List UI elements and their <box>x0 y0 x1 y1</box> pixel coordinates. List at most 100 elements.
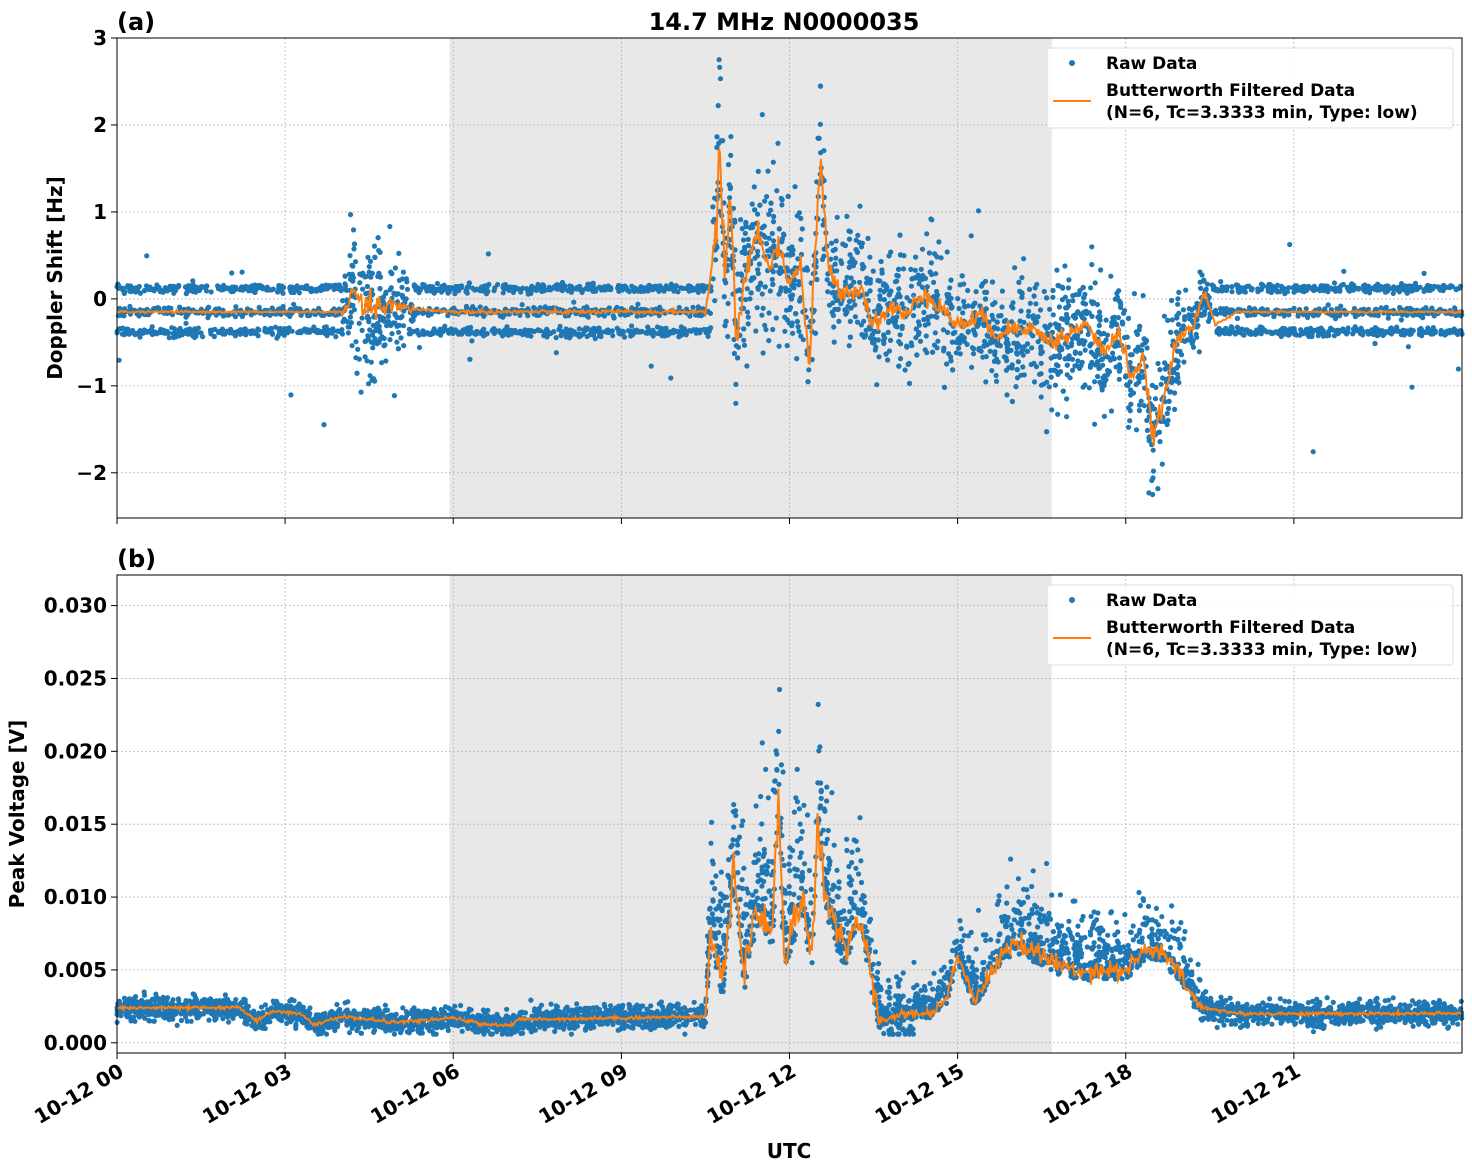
raw-point <box>592 336 598 342</box>
raw-point <box>1429 305 1435 311</box>
raw-point <box>463 303 470 310</box>
raw-point <box>1012 265 1018 271</box>
raw-point <box>1146 435 1152 441</box>
raw-point <box>381 318 387 324</box>
raw-point <box>900 266 907 272</box>
raw-point <box>1412 280 1419 286</box>
raw-point <box>710 204 716 210</box>
raw-point <box>1144 417 1150 423</box>
y-tick-label: 3 <box>93 26 107 50</box>
y-tick-label: 0.030 <box>44 594 107 618</box>
raw-point <box>956 335 963 341</box>
raw-point <box>281 284 287 291</box>
raw-point <box>1050 287 1056 294</box>
raw-point <box>992 349 998 355</box>
raw-point <box>727 185 733 192</box>
raw-point <box>1144 345 1150 351</box>
raw-point <box>1032 285 1038 291</box>
raw-point <box>1086 385 1092 391</box>
raw-point <box>360 286 366 292</box>
raw-point <box>1224 330 1230 336</box>
raw-point <box>833 238 839 244</box>
raw-point <box>733 343 739 349</box>
raw-point <box>759 225 765 231</box>
raw-point <box>844 274 850 280</box>
raw-point <box>920 276 926 282</box>
raw-point <box>561 285 568 291</box>
raw-point <box>1173 378 1179 384</box>
raw-point <box>1183 287 1189 293</box>
raw-point <box>776 343 782 349</box>
raw-point <box>695 285 702 291</box>
raw-point <box>500 290 506 296</box>
raw-point <box>1165 405 1172 412</box>
raw-point <box>1165 317 1171 323</box>
raw-point <box>1344 331 1350 337</box>
raw-point <box>1024 341 1031 347</box>
raw-point <box>1112 343 1118 349</box>
raw-point <box>897 332 903 338</box>
raw-point <box>768 207 774 213</box>
raw-point <box>849 849 855 855</box>
raw-point <box>1064 396 1070 402</box>
raw-point <box>1130 390 1137 396</box>
raw-point <box>750 276 756 282</box>
raw-point <box>982 296 989 302</box>
raw-point <box>1150 447 1156 453</box>
raw-point <box>1284 289 1290 295</box>
raw-point <box>1438 329 1444 335</box>
raw-point <box>1199 312 1205 318</box>
raw-point <box>356 320 362 326</box>
raw-point <box>1424 329 1430 335</box>
raw-point <box>957 282 963 288</box>
raw-point <box>1169 317 1175 323</box>
raw-point <box>741 337 747 343</box>
raw-point <box>974 323 981 329</box>
raw-point <box>931 342 938 348</box>
raw-point <box>190 330 196 336</box>
raw-point <box>797 821 803 827</box>
raw-point <box>766 211 772 217</box>
raw-point <box>1096 309 1103 315</box>
raw-point <box>1062 294 1068 300</box>
raw-point <box>1385 315 1391 321</box>
raw-point <box>610 313 616 319</box>
raw-point <box>1050 294 1056 300</box>
raw-point <box>1164 410 1170 417</box>
raw-point <box>1332 316 1339 322</box>
raw-point <box>1065 298 1071 305</box>
raw-point <box>792 184 798 190</box>
raw-point <box>1395 328 1401 334</box>
raw-point <box>379 360 385 366</box>
raw-point <box>731 350 738 357</box>
panel-a-label: (a) <box>117 8 155 36</box>
raw-point <box>820 222 826 228</box>
raw-point <box>1268 289 1274 296</box>
raw-point <box>143 328 149 334</box>
raw-point <box>177 331 183 337</box>
raw-point <box>1336 330 1342 336</box>
raw-point <box>755 286 761 292</box>
raw-point <box>1129 352 1135 358</box>
raw-point <box>675 289 681 295</box>
raw-point <box>563 334 569 340</box>
raw-point <box>1235 282 1241 288</box>
raw-point <box>322 327 328 333</box>
raw-point <box>812 330 819 336</box>
raw-point <box>794 318 801 325</box>
raw-point <box>1279 286 1286 292</box>
raw-point <box>372 336 378 342</box>
raw-point <box>541 330 548 336</box>
raw-point <box>363 273 369 279</box>
y-tick-label: 0 <box>93 287 107 311</box>
raw-point <box>870 268 876 274</box>
raw-point <box>774 188 780 194</box>
raw-point <box>928 260 935 266</box>
raw-point <box>1003 340 1009 346</box>
raw-point <box>770 238 777 244</box>
raw-point <box>1140 293 1146 299</box>
raw-point <box>316 286 322 292</box>
raw-point <box>932 251 938 257</box>
raw-point <box>1384 284 1390 290</box>
raw-point <box>768 200 774 206</box>
